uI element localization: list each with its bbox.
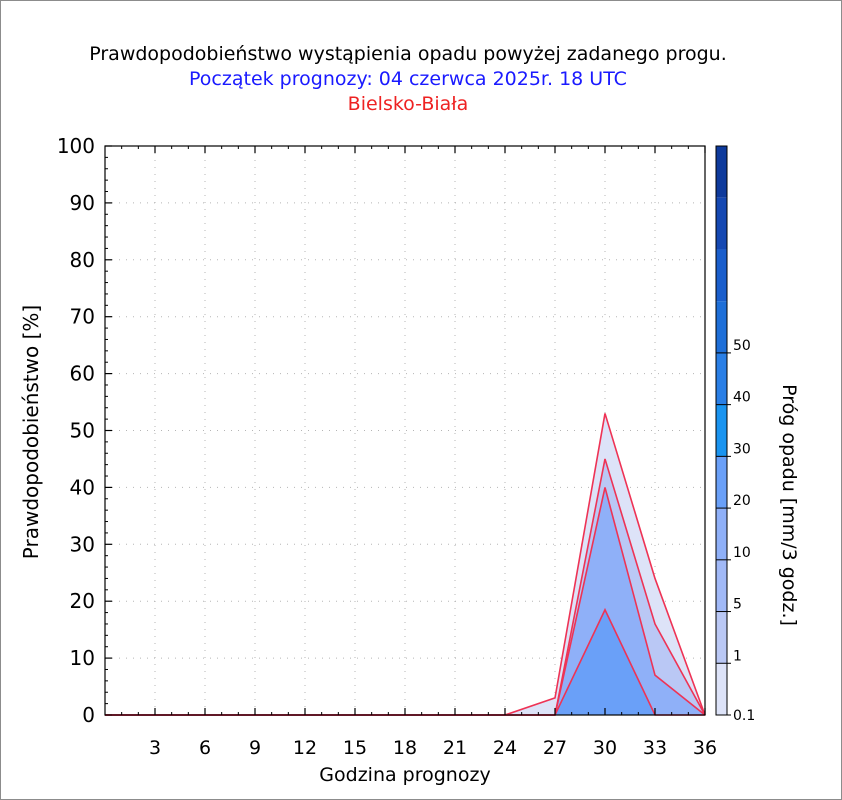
probability-areas <box>105 413 705 715</box>
colorbar-segment-3 <box>716 508 727 560</box>
colorbar-segment-1 <box>716 611 727 664</box>
colorbar-segment-6 <box>716 352 727 405</box>
y-tick-label-10: 100 <box>57 134 95 158</box>
x-tick-label-9: 30 <box>593 737 617 759</box>
threshold-colorbar <box>715 145 731 716</box>
x-tick-label-11: 36 <box>693 737 717 759</box>
y-tick-label-0: 0 <box>82 703 95 727</box>
colorbar-tick-label-0: 0.1 <box>733 708 755 724</box>
y-tick-label-4: 40 <box>70 475 95 499</box>
x-tick-label-8: 27 <box>543 737 567 759</box>
chart-subtitle: Początek prognozy: 04 czerwca 2025r. 18 … <box>189 68 627 90</box>
colorbar-segment-4 <box>716 456 727 509</box>
area-threshold-10 <box>105 609 705 715</box>
y-tick-label-2: 20 <box>70 589 95 613</box>
colorbar-label: Próg opadu [mm/3 godz.] <box>778 384 800 626</box>
colorbar-segment-7 <box>716 301 727 353</box>
x-tick-labels: 3 6 9 12 15 18 21 24 27 30 33 36 <box>149 737 717 759</box>
colorbar-tick-label-3: 10 <box>733 545 751 561</box>
colorbar-tick-label-4: 20 <box>733 493 751 509</box>
y-tick-label-1: 10 <box>70 646 95 670</box>
colorbar-segment-2 <box>716 559 727 612</box>
colorbar-segment-8 <box>716 249 727 302</box>
colorbar-tick-label-1: 1 <box>733 648 742 664</box>
chart-title: Prawdopodobieństwo wystąpienia opadu pow… <box>89 43 727 65</box>
x-tick-label-2: 9 <box>249 737 261 759</box>
y-axis-label: Prawdopodobieństwo [%] <box>19 305 43 559</box>
y-tick-label-3: 30 <box>70 532 95 556</box>
plot-axes <box>104 145 706 716</box>
y-tick-label-6: 60 <box>70 362 95 386</box>
x-tick-label-3: 12 <box>293 737 317 759</box>
x-tick-label-6: 21 <box>443 737 467 759</box>
x-tick-label-10: 33 <box>643 737 667 759</box>
chart-location: Bielsko-Biała <box>348 93 469 115</box>
y-tick-label-8: 80 <box>70 248 95 272</box>
x-tick-label-4: 15 <box>343 737 367 759</box>
x-axis-label: Godzina prognozy <box>319 764 490 786</box>
y-tick-labels: 0 10 20 30 40 50 60 70 80 90 100 <box>57 134 95 727</box>
x-tick-label-1: 6 <box>199 737 211 759</box>
colorbar-tick-label-7: 50 <box>733 338 751 354</box>
colorbar-segment-0 <box>716 663 727 715</box>
colorbar-tick-label-6: 40 <box>733 390 751 406</box>
colorbar-segment-9 <box>716 197 727 250</box>
colorbar-tick-labels: 0.1 1 5 10 20 30 40 50 <box>733 338 755 724</box>
y-tick-label-9: 90 <box>70 191 95 215</box>
colorbar-segment-5 <box>716 404 727 457</box>
x-tick-label-5: 18 <box>393 737 417 759</box>
x-tick-label-0: 3 <box>149 737 161 759</box>
x-tick-label-7: 24 <box>493 737 517 759</box>
colorbar-segment-10 <box>716 146 727 198</box>
y-tick-label-7: 70 <box>70 305 95 329</box>
colorbar-tick-label-5: 30 <box>733 441 751 457</box>
y-tick-label-5: 50 <box>70 419 95 443</box>
colorbar-tick-label-2: 5 <box>733 597 742 613</box>
